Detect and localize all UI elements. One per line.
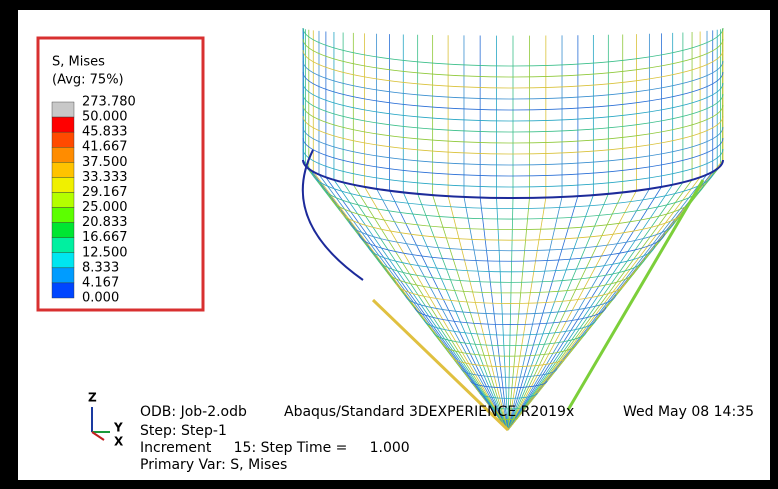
mesh-ring	[302, 148, 724, 188]
mesh-ring	[405, 294, 616, 315]
legend-level: 8.333	[82, 260, 119, 275]
legend: 273.78050.00045.83341.66737.50033.33329.…	[51, 95, 136, 306]
legend-swatch	[51, 282, 75, 299]
legend-swatch	[51, 116, 75, 133]
triad-z: Z	[88, 391, 97, 405]
legend-swatch	[51, 131, 75, 148]
mesh-ring	[302, 60, 724, 100]
mesh-ring	[479, 393, 538, 399]
legend-swatch	[51, 252, 75, 269]
mesh-ring	[349, 221, 675, 252]
mesh-edge	[302, 159, 724, 199]
mesh-ring	[386, 270, 636, 294]
mesh-ring	[302, 104, 724, 144]
model-view: S, Mises (Avg: 75%) 273.78050.00045.8334…	[36, 27, 754, 473]
legend-level: 0.000	[82, 291, 119, 306]
axis-x	[91, 431, 105, 441]
mesh-ring	[470, 380, 548, 389]
mesh-ring	[302, 71, 724, 111]
legend-swatch	[51, 162, 75, 178]
triad: Z Y X	[88, 391, 124, 449]
mesh-ring	[302, 126, 724, 166]
legend-subtitle: (Avg: 75%)	[52, 73, 124, 88]
legend-level: 12.500	[82, 245, 128, 260]
legend-swatch	[51, 177, 75, 193]
mesh-edge	[566, 179, 705, 411]
legend-level: 4.167	[82, 275, 119, 290]
legend-swatch	[51, 267, 75, 284]
mesh-ring	[451, 356, 568, 368]
legend-level: 37.500	[82, 155, 128, 170]
mesh-ring	[498, 417, 519, 420]
legend-level: 273.780	[82, 95, 136, 110]
mesh-ring	[330, 196, 695, 230]
triad-y: Y	[113, 421, 123, 435]
legend-level: 25.000	[82, 200, 128, 215]
info-step: Step: Step-1	[140, 423, 227, 439]
legend-swatch	[51, 222, 75, 238]
mesh	[301, 27, 724, 432]
info-primary: Primary Var: S, Mises	[140, 457, 287, 473]
mesh-ring	[442, 344, 577, 357]
mesh-ring	[395, 282, 626, 304]
mesh-ring	[321, 184, 704, 220]
info-odb: ODB: Job-2.odb	[140, 404, 247, 420]
mesh-ring	[302, 82, 724, 122]
mesh-ring	[302, 115, 724, 155]
mesh-ring	[339, 209, 685, 241]
legend-level: 29.167	[82, 185, 128, 200]
legend-level: 50.000	[82, 110, 128, 125]
legend-level: 16.667	[82, 230, 128, 245]
mesh-ring	[367, 245, 655, 273]
mesh-ring	[302, 27, 724, 67]
legend-swatch	[51, 207, 75, 223]
mesh-ring	[302, 137, 724, 177]
mesh-edge	[301, 149, 364, 281]
legend-title: S, Mises	[52, 55, 105, 70]
mesh-ring	[423, 319, 597, 336]
legend-level: 20.833	[82, 215, 128, 230]
mesh-ring	[488, 405, 528, 410]
info-increment: Increment 15: Step Time = 1.000	[140, 440, 410, 456]
legend-swatch	[51, 101, 75, 118]
mesh-ring	[377, 258, 646, 283]
legend-swatch	[51, 147, 75, 163]
mesh-ring	[433, 331, 587, 346]
legend-level: 45.833	[82, 125, 128, 140]
legend-swatch	[51, 192, 75, 208]
triad-x: X	[114, 435, 124, 449]
info-date: Wed May 08 14:35	[623, 404, 754, 420]
viewport: S, Mises (Avg: 75%) 273.780 50.000 45.833 4…	[18, 10, 770, 480]
mesh-ring	[302, 49, 724, 89]
mesh-ring	[302, 38, 724, 78]
legend-swatch	[51, 237, 75, 253]
legend-level: 33.333	[82, 170, 128, 185]
info-solver: Abaqus/Standard 3DEXPERIENCE R2019x	[284, 404, 574, 420]
mesh-ring	[461, 368, 558, 378]
mesh-ring	[358, 233, 665, 262]
mesh-ring	[414, 307, 607, 325]
mesh-ring	[311, 172, 714, 209]
legend-level: 41.667	[82, 140, 128, 155]
mesh-ring	[302, 93, 724, 133]
mesh-edge	[371, 298, 510, 432]
